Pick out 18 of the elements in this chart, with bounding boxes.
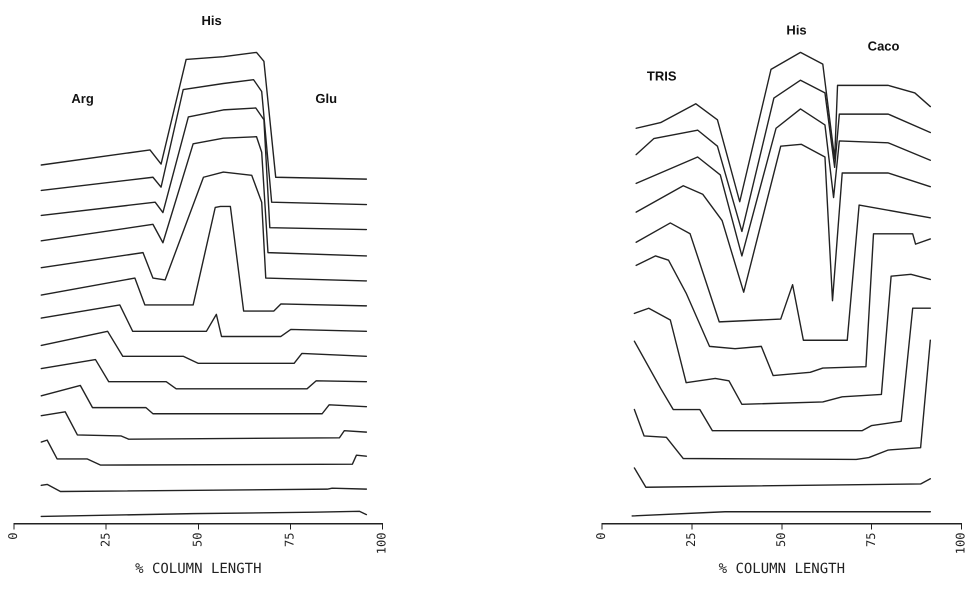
annotation: Caco xyxy=(868,38,900,54)
x-tick-label: 0 xyxy=(594,532,608,540)
x-tick-label: 100 xyxy=(954,532,968,554)
x-tick-label: 75 xyxy=(864,532,878,547)
annotation: Arg xyxy=(71,90,94,106)
x-axis-title: % COLUMN LENGTH xyxy=(135,561,262,578)
text: His xyxy=(201,12,222,28)
annotation: TRIS xyxy=(646,68,677,84)
x-tick-label: 75 xyxy=(282,532,297,547)
x-tick-label: 0 xyxy=(6,532,20,540)
text: His xyxy=(786,22,807,38)
annotation: Glu xyxy=(315,90,338,106)
x-tick-label: 50 xyxy=(190,532,204,547)
x-tick-label: 25 xyxy=(684,532,698,547)
x-tick-label: 100 xyxy=(374,532,389,554)
x-tick-label: 50 xyxy=(774,532,788,547)
x-tick-label: 25 xyxy=(98,532,112,547)
x-axis-title: % COLUMN LENGTH xyxy=(718,561,846,578)
